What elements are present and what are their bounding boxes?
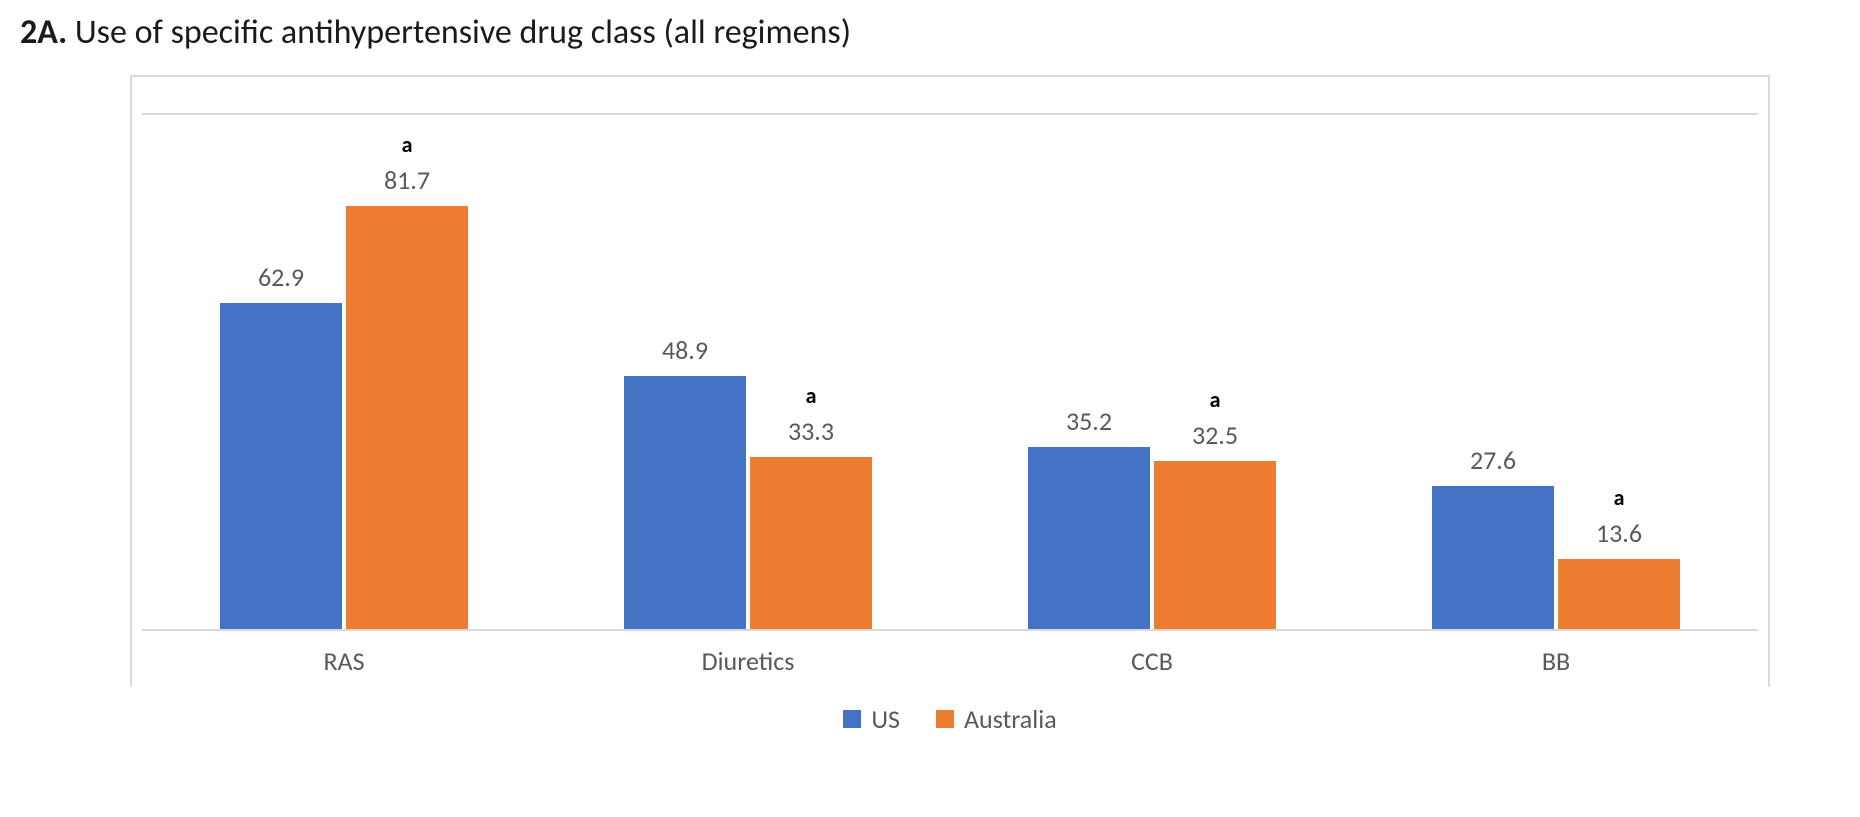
bar: 33.3 a — [750, 111, 872, 629]
bar-value-label: 27.6 — [1470, 444, 1516, 476]
grid-line — [142, 113, 1758, 115]
figure-label-prefix: 2A. — [20, 12, 67, 53]
bar-value-label: 48.9 — [662, 334, 708, 366]
figure-title: 2A. Use of specific antihypertensive dru… — [20, 12, 1840, 53]
figure-container: 2A. Use of specific antihypertensive dru… — [0, 0, 1860, 817]
bar-group: 27.6 13.6 a — [1354, 113, 1758, 629]
bar-fill — [1432, 486, 1554, 629]
x-axis-line — [142, 629, 1758, 631]
bar-groups: 62.9 81.7 a 48.9 33.3 a 35.2 32.5 a 27.6 13.6 a — [142, 113, 1758, 629]
x-axis-label: RAS — [142, 645, 546, 677]
bar-fill — [624, 376, 746, 629]
bar-annotation: a — [1614, 484, 1625, 511]
legend: US Australia — [130, 703, 1770, 735]
bar-annotation: a — [402, 131, 413, 158]
legend-label: US — [871, 703, 900, 735]
bar-annotation: a — [1210, 386, 1221, 413]
bar-group: 62.9 81.7 a — [142, 113, 546, 629]
x-axis-label: Diuretics — [546, 645, 950, 677]
bar: 81.7 a — [346, 111, 468, 629]
bar: 62.9 — [220, 111, 342, 629]
bar: 13.6 a — [1558, 111, 1680, 629]
bar-pair: 62.9 81.7 a — [142, 111, 546, 629]
legend-item: Australia — [936, 703, 1057, 735]
plot-area: 62.9 81.7 a 48.9 33.3 a 35.2 32.5 a 27.6 13.6 a — [142, 113, 1758, 631]
chart: 62.9 81.7 a 48.9 33.3 a 35.2 32.5 a 27.6 13.6 a RAS… — [130, 75, 1770, 735]
bar-pair: 27.6 13.6 a — [1354, 111, 1758, 629]
legend-label: Australia — [964, 703, 1057, 735]
bar-fill — [750, 457, 872, 629]
bar-fill — [1558, 559, 1680, 629]
bar-value-label: 35.2 — [1066, 405, 1112, 437]
x-axis-labels: RASDiureticsCCBBB — [142, 645, 1758, 677]
legend-swatch — [843, 710, 861, 728]
bar-group: 48.9 33.3 a — [546, 113, 950, 629]
legend-swatch — [936, 710, 954, 728]
bar-value-label: 81.7 — [384, 164, 430, 196]
bar-value-label: 13.6 — [1596, 517, 1642, 549]
bar: 32.5 a — [1154, 111, 1276, 629]
x-axis-label: BB — [1354, 645, 1758, 677]
bar-pair: 35.2 32.5 a — [950, 111, 1354, 629]
x-axis-label: CCB — [950, 645, 1354, 677]
legend-item: US — [843, 703, 900, 735]
bar-fill — [1154, 461, 1276, 629]
bar-group: 35.2 32.5 a — [950, 113, 1354, 629]
bar-pair: 48.9 33.3 a — [546, 111, 950, 629]
bar-value-label: 62.9 — [258, 261, 304, 293]
plot-frame: 62.9 81.7 a 48.9 33.3 a 35.2 32.5 a 27.6 13.6 a RAS… — [130, 75, 1770, 687]
figure-title-text: Use of specific antihypertensive drug cl… — [75, 12, 851, 53]
bar-value-label: 32.5 — [1192, 419, 1238, 451]
bar: 35.2 — [1028, 111, 1150, 629]
bar: 27.6 — [1432, 111, 1554, 629]
bar-fill — [220, 303, 342, 629]
bar-annotation: a — [806, 382, 817, 409]
bar: 48.9 — [624, 111, 746, 629]
bar-value-label: 33.3 — [788, 415, 834, 447]
bar-fill — [346, 206, 468, 629]
bar-fill — [1028, 447, 1150, 629]
